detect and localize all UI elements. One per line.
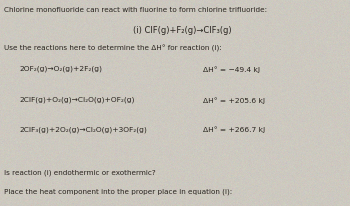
Text: Is reaction (i) endothermic or exothermic?: Is reaction (i) endothermic or exothermi… bbox=[4, 170, 155, 177]
Text: Chlorine monofluoride can react with fluorine to form chlorine trifluoride:: Chlorine monofluoride can react with flu… bbox=[4, 7, 267, 13]
Text: ΔH° = −49.4 kJ: ΔH° = −49.4 kJ bbox=[203, 66, 260, 73]
Text: ΔH° = +266.7 kJ: ΔH° = +266.7 kJ bbox=[203, 127, 265, 133]
Text: 2ClF(g)+O₂(g)→Cl₂O(g)+OF₂(g): 2ClF(g)+O₂(g)→Cl₂O(g)+OF₂(g) bbox=[19, 97, 135, 103]
Text: Use the reactions here to determine the ΔH° for reaction (i):: Use the reactions here to determine the … bbox=[4, 44, 221, 52]
Text: Place the heat component into the proper place in equation (i):: Place the heat component into the proper… bbox=[4, 188, 232, 195]
Text: (i) ClF(g)+F₂(g)→ClF₃(g): (i) ClF(g)+F₂(g)→ClF₃(g) bbox=[133, 26, 231, 35]
Text: 2OF₂(g)→O₂(g)+2F₂(g): 2OF₂(g)→O₂(g)+2F₂(g) bbox=[19, 66, 102, 73]
Text: ΔH° = +205.6 kJ: ΔH° = +205.6 kJ bbox=[203, 97, 265, 104]
Text: 2ClF₃(g)+2O₂(g)→Cl₂O(g)+3OF₂(g): 2ClF₃(g)+2O₂(g)→Cl₂O(g)+3OF₂(g) bbox=[19, 127, 147, 133]
